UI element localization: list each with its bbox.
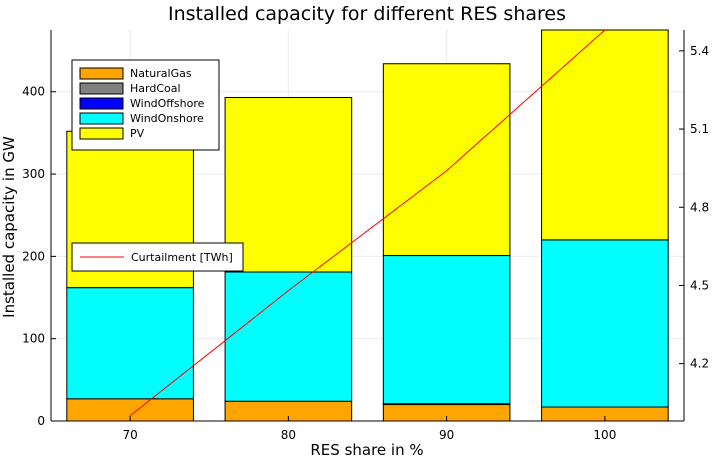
y2-tick-label: 5.4 <box>690 44 709 58</box>
legend-label-pv: PV <box>130 127 145 140</box>
x-tick-label: 80 <box>281 428 296 442</box>
y-tick-label: 200 <box>22 249 45 263</box>
x-tick-label: 70 <box>122 428 137 442</box>
legend-swatch-windoffshore <box>79 97 124 110</box>
y-tick-label: 300 <box>22 167 45 181</box>
y2-tick-label: 4.2 <box>690 357 709 371</box>
bar-pv-80 <box>224 96 353 273</box>
legend-label-hardcoal: HardCoal <box>130 82 181 95</box>
bar-windonshore-80 <box>224 271 353 402</box>
y-tick-label: 0 <box>37 414 45 428</box>
x-axis-title: RES share in % <box>310 441 423 459</box>
legend-swatch-windonshore <box>79 112 124 125</box>
chart-title: Installed capacity for different RES sha… <box>168 3 566 25</box>
legend-line: Curtailment [TWh] <box>71 242 244 272</box>
bar-windonshore-90 <box>382 255 511 405</box>
bar-pv-90 <box>382 63 511 257</box>
x-tick-label: 90 <box>439 428 454 442</box>
legend-bars: NaturalGas HardCoal WindOffshore WindOnshor… <box>71 59 220 151</box>
legend-label-curtailment: Curtailment [TWh] <box>131 251 233 264</box>
x-tick-label: 100 <box>593 428 616 442</box>
secondary-series <box>129 30 606 417</box>
y-tick-label: 100 <box>22 332 45 346</box>
legend-label-windoffshore: WindOffshore <box>130 97 205 110</box>
curtailment-line <box>129 30 606 417</box>
y2-tick-label: 5.1 <box>690 122 709 136</box>
legend-swatch-naturalgas <box>79 67 124 80</box>
bars <box>66 29 669 422</box>
legend-swatch-hardcoal <box>79 82 124 95</box>
bar-windonshore-100 <box>541 239 669 408</box>
y-tick-label: 400 <box>22 85 45 99</box>
legend-label-windonshore: WindOnshore <box>130 112 204 125</box>
y2-tick-label: 4.5 <box>690 278 709 292</box>
legend-swatch-pv <box>79 127 124 140</box>
bar-pv-100 <box>541 29 669 241</box>
y2-tick-label: 4.8 <box>690 200 709 214</box>
axes: 0 100 200 300 400 4.2 4.5 4.8 5.1 5.4 70 80 90 100 <box>22 30 709 442</box>
bar-windonshore-70 <box>66 287 194 400</box>
legend-label-naturalgas: NaturalGas <box>130 67 192 80</box>
y-axis-title: Installed capacity in GW <box>0 136 18 318</box>
